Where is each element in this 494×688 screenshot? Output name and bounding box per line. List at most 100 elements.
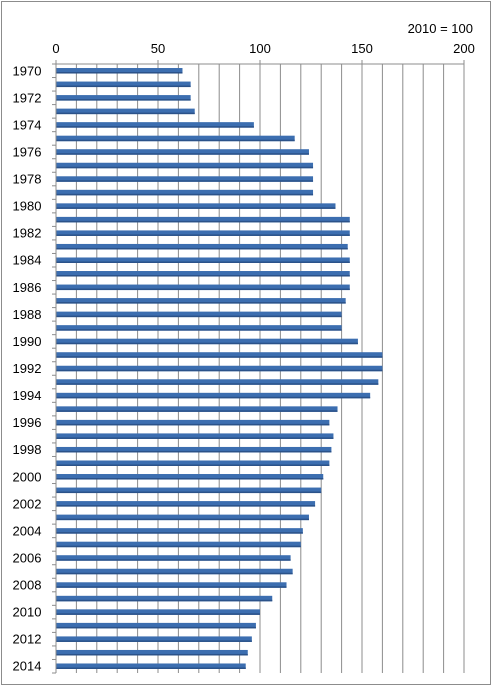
x-tick-label: 200 [453,41,475,56]
bar-shade-2007 [56,572,293,575]
bar-shade-1992 [56,369,383,372]
bar-1982 [56,230,350,236]
y-axis-ticks: 1970 1972 1974 1976 1978 1980 1982 1984 1986 1988… [13,63,56,674]
y-tick-label: 1994 [13,388,42,403]
bar-shade-1978 [56,180,314,182]
bar-shade-1998 [56,450,332,453]
y-tick-label: 2008 [13,578,42,593]
bar-2000 [56,474,324,480]
bar-shade-1991 [56,356,383,358]
x-axis-ticks: 0 50 100 150 200 [52,41,475,64]
bar-1990 [56,338,358,345]
bar-shade-1985 [56,275,350,277]
y-tick-label: 2006 [13,550,42,565]
bar-2007 [56,568,293,575]
y-tick-label: 1990 [13,334,42,349]
bar-2001 [56,487,322,494]
y-tick-label: 2012 [13,632,42,647]
bar-shade-1996 [56,423,330,426]
bar-shade-1995 [56,410,338,412]
y-tick-label: 1972 [13,90,42,105]
bar-shade-1979 [56,193,314,196]
y-tick-label: 1988 [13,307,42,322]
bar-2010 [56,609,260,615]
bar-2012 [56,636,252,642]
bar-1992 [56,365,383,372]
bar-1977 [56,162,314,169]
bar-1974 [56,122,254,128]
bar-shade-2005 [56,545,301,548]
bar-shade-2013 [56,653,248,656]
bar-shade-1983 [56,247,348,250]
bar-shade-1975 [56,139,295,142]
bar-1978 [56,176,314,182]
bar-1981 [56,216,350,223]
chart-annotation: 2010 = 100 [408,21,473,36]
bar-2009 [56,595,273,602]
bar-1997 [56,433,334,439]
y-tick-label: 1970 [13,63,42,78]
bar-shade-1986 [56,288,350,291]
bar-shade-1982 [56,234,350,236]
bar-2014 [56,663,246,669]
x-tick-label: 50 [151,41,165,56]
bar-1984 [56,257,350,263]
bar-1993 [56,379,379,385]
y-tick-label: 1982 [13,226,42,241]
bar-1980 [56,203,336,209]
bar-1983 [56,243,348,250]
bar-shade-2004 [56,532,303,534]
bar-shade-1984 [56,261,350,263]
bar-shade-1972 [56,99,191,101]
bar-2005 [56,541,301,548]
bar-1998 [56,446,332,453]
y-tick-label: 2000 [13,469,42,484]
y-tick-label: 2010 [13,605,42,620]
bar-1986 [56,284,350,291]
bar-shade-2002 [56,505,316,507]
bar-shade-1987 [56,302,346,304]
bar-1971 [56,81,191,88]
bar-shade-2001 [56,491,322,494]
bar-shade-1974 [56,126,254,128]
bar-shade-1994 [56,396,371,399]
bar-shade-2012 [56,640,252,642]
bar-shade-2010 [56,613,260,615]
bar-1979 [56,189,314,196]
bar-1975 [56,135,295,142]
bar-2013 [56,649,248,656]
bar-1991 [56,352,383,358]
bar-2008 [56,582,287,588]
bar-shade-1990 [56,342,358,345]
bar-2011 [56,622,256,629]
y-tick-label: 1974 [13,117,42,132]
bar-1988 [56,311,342,318]
bar-1994 [56,392,371,399]
bar-shade-2006 [56,559,291,561]
axes [55,63,464,673]
y-tick-label: 1998 [13,442,42,457]
bar-shade-1988 [56,315,342,318]
y-tick-label: 1996 [13,415,42,430]
bar-2006 [56,555,291,561]
y-tick-label: 1984 [13,253,42,268]
bar-1995 [56,406,338,412]
x-tick-label: 150 [351,41,373,56]
bar-1996 [56,419,330,426]
y-tick-label: 1978 [13,172,42,187]
bar-2004 [56,528,303,534]
y-tick-label: 1986 [13,280,42,295]
bar-1973 [56,108,195,115]
bar-shade-1999 [56,464,330,466]
bar-shade-2014 [56,667,246,669]
bar-shade-1977 [56,166,314,169]
bar-shade-1973 [56,112,195,115]
y-tick-label: 1992 [13,361,42,376]
bars [56,68,383,669]
bar-shade-1970 [56,72,183,74]
bar-shade-1989 [56,329,342,331]
bar-shade-1997 [56,437,334,439]
bar-1987 [56,298,346,304]
bar-shade-1981 [56,220,350,223]
